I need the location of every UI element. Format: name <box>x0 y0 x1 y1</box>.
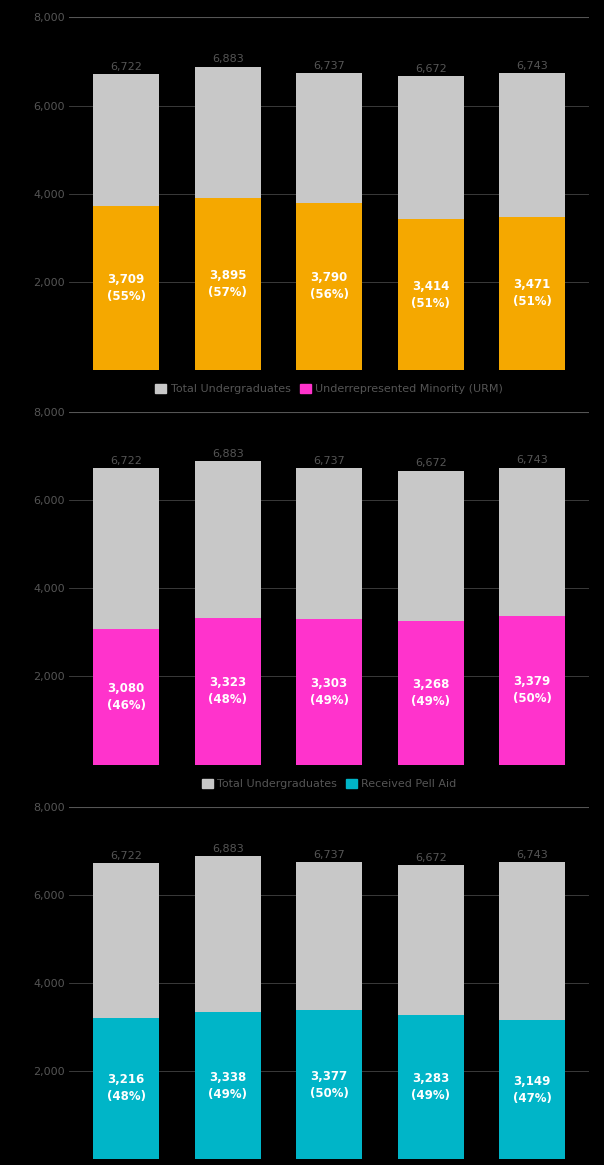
Bar <box>93 863 159 1159</box>
Text: 3,790
(56%): 3,790 (56%) <box>310 271 349 302</box>
Text: 6,737: 6,737 <box>313 61 345 71</box>
Text: 3,471
(51%): 3,471 (51%) <box>513 278 551 309</box>
Bar <box>93 73 159 369</box>
Bar <box>296 468 362 764</box>
Text: 3,323
(48%): 3,323 (48%) <box>208 677 247 706</box>
Bar <box>194 1012 261 1159</box>
Bar <box>194 66 261 369</box>
Bar <box>296 862 362 1159</box>
Text: 3,303
(49%): 3,303 (49%) <box>310 677 349 707</box>
Legend: Total Undergraduates, Received Pell Aid: Total Undergraduates, Received Pell Aid <box>202 779 457 789</box>
Text: 3,379
(50%): 3,379 (50%) <box>513 675 551 705</box>
Bar <box>194 198 261 369</box>
Bar <box>397 866 464 1159</box>
Bar <box>194 619 261 764</box>
Text: 6,722: 6,722 <box>110 62 142 71</box>
Bar <box>93 206 159 369</box>
Text: 6,883: 6,883 <box>212 843 243 854</box>
Text: 6,737: 6,737 <box>313 850 345 860</box>
Bar <box>397 219 464 369</box>
Text: 6,883: 6,883 <box>212 55 243 64</box>
Bar <box>296 73 362 369</box>
Bar <box>500 615 565 764</box>
Bar <box>296 619 362 764</box>
Bar <box>397 471 464 764</box>
Bar <box>500 467 565 764</box>
Legend: Total Undergraduates, Underrepresented Minority (URM): Total Undergraduates, Underrepresented M… <box>155 384 503 395</box>
Text: 6,743: 6,743 <box>516 61 548 71</box>
Bar <box>500 73 565 369</box>
Bar <box>296 1010 362 1159</box>
Bar <box>500 1021 565 1159</box>
Bar <box>93 629 159 764</box>
Text: 6,722: 6,722 <box>110 457 142 466</box>
Text: 6,737: 6,737 <box>313 456 345 466</box>
Bar <box>397 1015 464 1159</box>
Text: 6,672: 6,672 <box>415 64 446 73</box>
Bar <box>397 621 464 764</box>
Bar <box>93 1017 159 1159</box>
Text: 3,080
(46%): 3,080 (46%) <box>106 682 146 712</box>
Text: 3,377
(50%): 3,377 (50%) <box>310 1069 349 1100</box>
Bar <box>93 468 159 764</box>
Bar <box>296 203 362 369</box>
Bar <box>194 461 261 764</box>
Text: 3,149
(47%): 3,149 (47%) <box>513 1075 551 1104</box>
Bar <box>194 856 261 1159</box>
Text: 6,743: 6,743 <box>516 850 548 860</box>
Text: 6,743: 6,743 <box>516 456 548 465</box>
Text: 6,883: 6,883 <box>212 450 243 459</box>
Text: 3,268
(49%): 3,268 (49%) <box>411 678 450 707</box>
Bar <box>500 217 565 369</box>
Text: 6,672: 6,672 <box>415 853 446 863</box>
Text: 3,216
(48%): 3,216 (48%) <box>106 1073 146 1103</box>
Text: 3,283
(49%): 3,283 (49%) <box>411 1072 450 1102</box>
Text: 6,722: 6,722 <box>110 850 142 861</box>
Text: 3,338
(49%): 3,338 (49%) <box>208 1071 247 1101</box>
Text: 3,709
(55%): 3,709 (55%) <box>106 273 146 303</box>
Text: 6,672: 6,672 <box>415 459 446 468</box>
Text: 3,895
(57%): 3,895 (57%) <box>208 269 247 299</box>
Bar <box>397 76 464 369</box>
Bar <box>500 862 565 1159</box>
Text: 3,414
(51%): 3,414 (51%) <box>411 280 450 310</box>
